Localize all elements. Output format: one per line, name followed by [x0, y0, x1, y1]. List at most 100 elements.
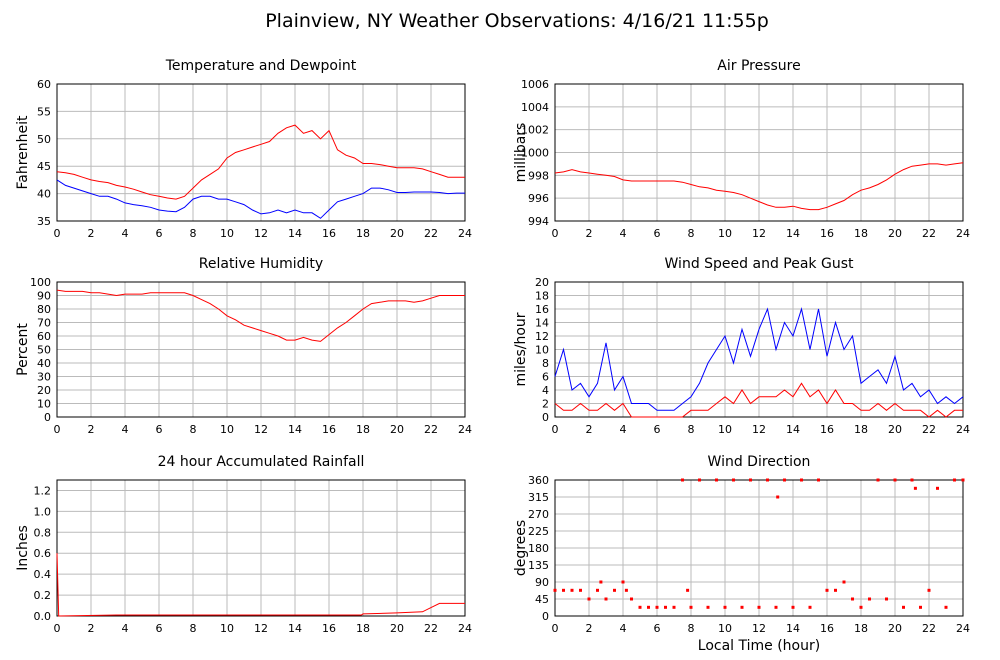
x-tick-label: 4 [620, 227, 627, 240]
x-tick-label: 0 [54, 622, 61, 635]
y-tick-label: 20 [535, 276, 549, 289]
x-tick-label: 18 [356, 423, 370, 436]
y-tick-label: 0 [44, 411, 51, 424]
point [919, 605, 922, 609]
y-axis-label: millibars [513, 123, 529, 183]
x-tick-label: 14 [786, 423, 800, 436]
series-line [554, 307, 964, 411]
point [570, 588, 574, 592]
point [740, 605, 744, 609]
x-tick-label: 12 [752, 622, 766, 635]
point [961, 478, 965, 482]
point [647, 605, 650, 609]
y-tick-label: 998 [528, 169, 549, 182]
x-tick-label: 16 [322, 227, 336, 240]
x-tick-label: 0 [54, 423, 61, 436]
point [732, 478, 735, 482]
point [613, 588, 616, 592]
point [562, 588, 565, 592]
series-line [56, 289, 465, 342]
point [706, 605, 710, 609]
point [808, 605, 812, 609]
x-tick-label: 4 [620, 423, 627, 436]
x-tick-label: 0 [552, 423, 559, 436]
x-tick-label: 22 [922, 227, 936, 240]
y-tick-label: 0.4 [34, 568, 52, 581]
y-tick-label: 12 [535, 330, 549, 343]
x-tick-label: 0 [552, 227, 559, 240]
plot-frame [554, 479, 964, 617]
x-tick-label: 12 [752, 227, 766, 240]
point [655, 605, 659, 609]
x-tick-label: 10 [220, 622, 234, 635]
x-tick-label: 6 [654, 227, 661, 240]
x-tick-label: 18 [854, 622, 868, 635]
y-tick-label: 50 [37, 133, 51, 146]
page-title: Plainview, NY Weather Observations: 4/16… [265, 10, 769, 32]
series-line [56, 553, 465, 617]
x-tick-label: 2 [586, 227, 593, 240]
y-tick-label: 2 [542, 398, 549, 411]
point [800, 478, 803, 482]
x-tick-label: 10 [718, 227, 732, 240]
x-tick-label: 20 [888, 622, 902, 635]
x-tick-label: 18 [854, 227, 868, 240]
x-tick-label: 24 [458, 227, 472, 240]
y-tick-label: 20 [37, 384, 51, 397]
x-tick-label: 6 [156, 622, 163, 635]
x-tick-label: 24 [458, 622, 472, 635]
x-tick-label: 20 [390, 622, 404, 635]
plot-frame [554, 281, 964, 418]
y-tick-label: 1006 [521, 78, 549, 91]
point [757, 605, 761, 609]
x-tick-label: 10 [220, 423, 234, 436]
x-tick-label: 14 [786, 227, 800, 240]
x-tick-label: 10 [718, 423, 732, 436]
y-tick-label: 270 [528, 508, 549, 521]
point [791, 605, 795, 609]
x-tick-label: 12 [254, 227, 268, 240]
chart-title: Wind Direction [708, 454, 811, 470]
y-tick-label: 35 [37, 215, 51, 228]
point [851, 597, 854, 601]
x-tick-label: 8 [688, 622, 695, 635]
x-tick-label: 6 [654, 423, 661, 436]
y-tick-label: 40 [37, 188, 51, 201]
y-tick-label: 45 [37, 160, 51, 173]
point [774, 605, 778, 609]
point [604, 597, 608, 601]
point [630, 597, 633, 601]
y-tick-label: 0 [542, 411, 549, 424]
y-tick-label: 0.8 [34, 526, 52, 539]
x-tick-label: 22 [424, 227, 438, 240]
point [953, 478, 956, 482]
x-tick-label: 2 [88, 227, 95, 240]
x-axis-label: Local Time (hour) [698, 638, 820, 654]
point [672, 605, 676, 609]
y-tick-label: 1000 [521, 147, 549, 160]
x-tick-label: 10 [718, 622, 732, 635]
point [902, 605, 905, 609]
point [913, 486, 917, 490]
x-tick-label: 2 [88, 423, 95, 436]
point [715, 478, 718, 482]
x-tick-label: 20 [888, 227, 902, 240]
y-tick-label: 10 [535, 344, 549, 357]
y-tick-label: 1.2 [34, 484, 52, 497]
x-tick-label: 8 [190, 622, 197, 635]
y-tick-label: 225 [528, 525, 549, 538]
point [927, 588, 931, 592]
x-tick-label: 6 [156, 227, 163, 240]
point [553, 588, 557, 592]
x-tick-label: 20 [390, 423, 404, 436]
x-tick-label: 8 [688, 423, 695, 436]
y-tick-label: 18 [535, 290, 549, 303]
point [638, 605, 642, 609]
point [859, 605, 863, 609]
x-tick-label: 2 [586, 423, 593, 436]
x-tick-label: 16 [820, 622, 834, 635]
y-tick-label: 60 [37, 78, 51, 91]
y-tick-label: 45 [535, 593, 549, 606]
y-tick-label: 50 [37, 344, 51, 357]
